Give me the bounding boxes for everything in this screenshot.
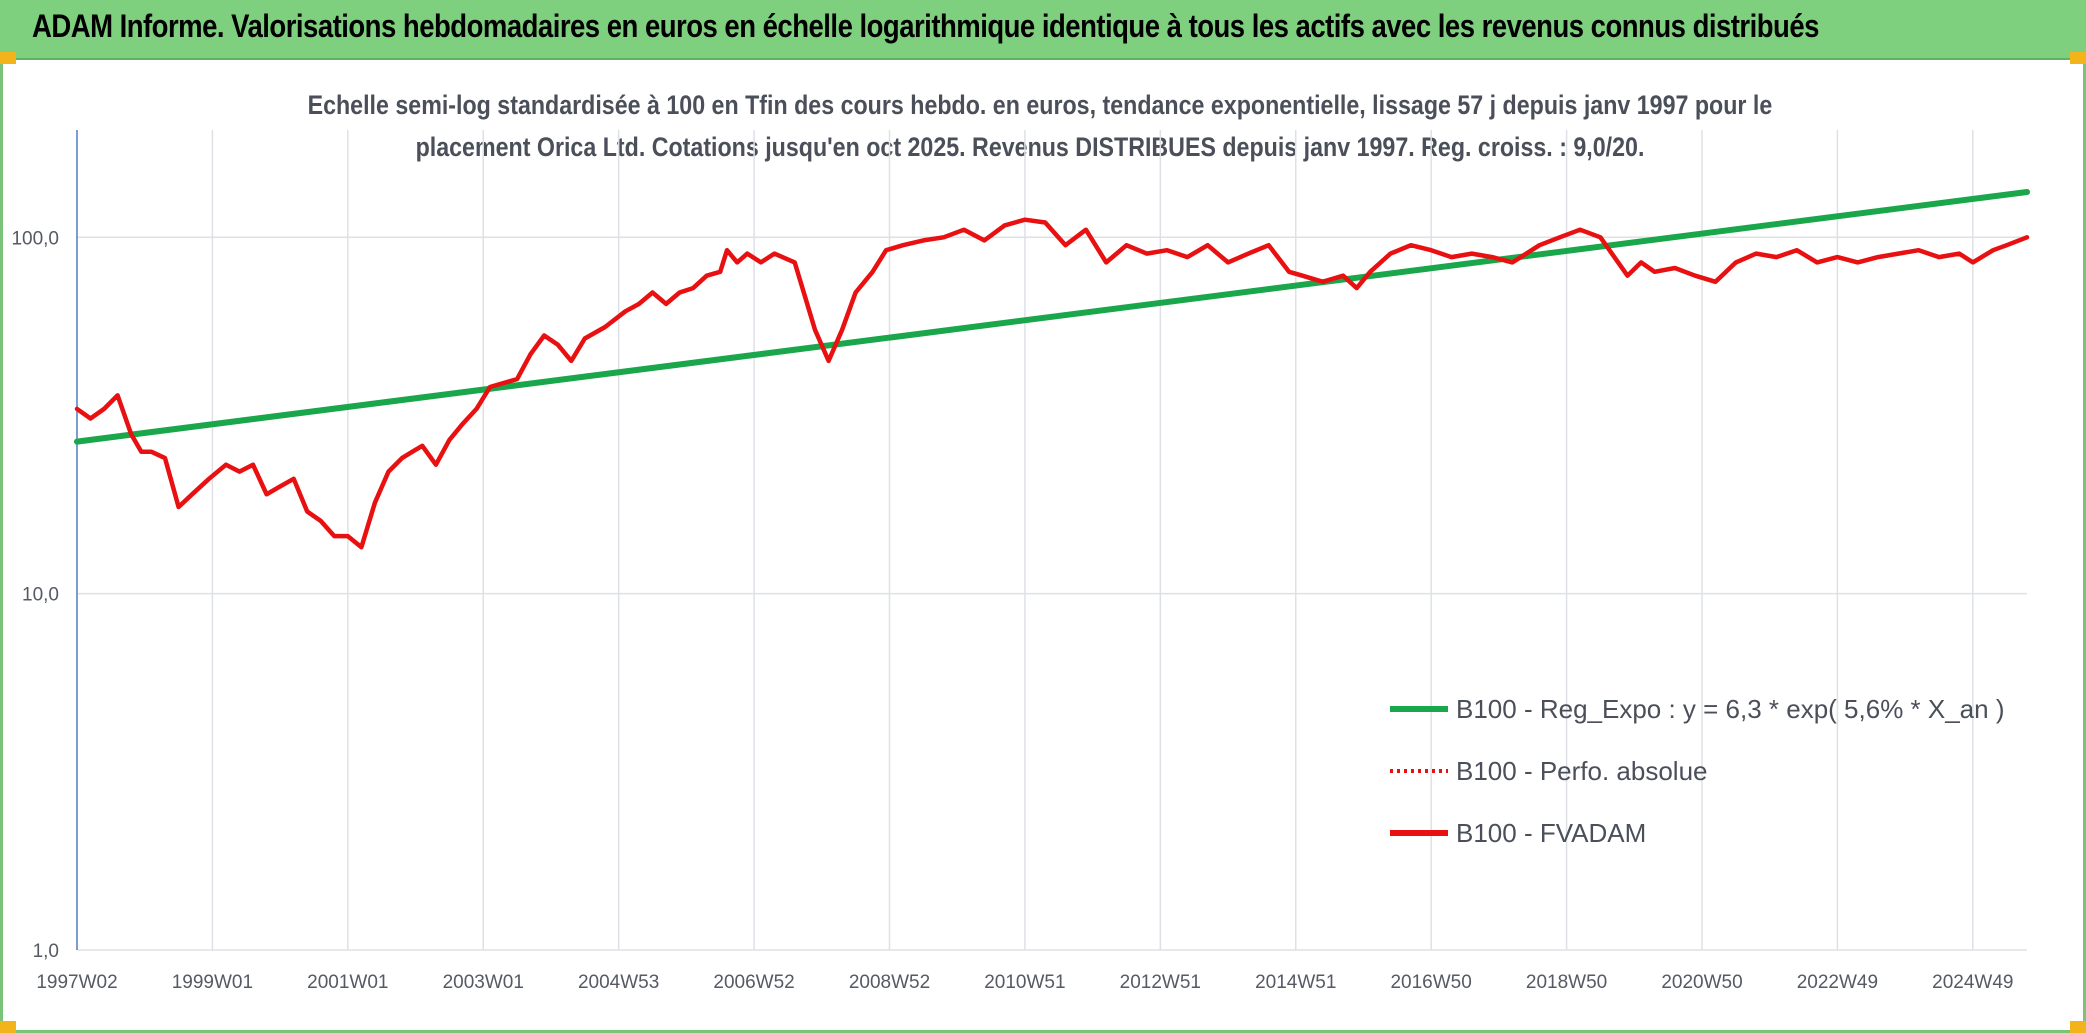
x-tick-label: 2022W49 xyxy=(1797,972,1878,993)
regression-trend-line xyxy=(74,189,2030,445)
y-tick-label: 10,0 xyxy=(22,585,59,606)
x-tick-label: 2024W49 xyxy=(1932,972,2013,993)
y-tick-label: 100,0 xyxy=(11,228,59,249)
corner-marker xyxy=(0,1021,16,1033)
x-tick-label: 2018W50 xyxy=(1526,972,1607,993)
x-tick-label: 2006W52 xyxy=(713,972,794,993)
x-tick-label: 2008W52 xyxy=(849,972,930,993)
x-tick-label: 2001W01 xyxy=(307,972,388,993)
x-tick-label: 1997W02 xyxy=(36,972,117,993)
x-tick-label: 2014W51 xyxy=(1255,972,1336,993)
legend-entry: B100 - Perfo. absolue xyxy=(1456,756,1708,786)
y-tick-label: 1,0 xyxy=(33,941,59,962)
report-banner: ADAM Informe. Valorisations hebdomadaire… xyxy=(0,0,2086,60)
corner-marker xyxy=(2070,1021,2086,1033)
x-tick-label: 2016W50 xyxy=(1390,972,1471,993)
x-tick-label: 2004W53 xyxy=(578,972,659,993)
chart-title-line-1: Echelle semi-log standardisée à 100 en T… xyxy=(307,90,1773,120)
chart-title-line-2: placement Orica Ltd. Cotations jusqu'en … xyxy=(415,132,1645,162)
corner-marker xyxy=(2070,52,2086,64)
x-tick-label: 2020W50 xyxy=(1661,972,1742,993)
legend-entry: B100 - Reg_Expo : y = 6,3 * exp( 5,6% * … xyxy=(1456,694,2005,724)
x-tick-label: 2003W01 xyxy=(443,972,524,993)
x-tick-label: 1999W01 xyxy=(172,972,253,993)
corner-marker xyxy=(0,52,16,64)
x-tick-label: 2010W51 xyxy=(984,972,1065,993)
fvadam-series-line xyxy=(74,217,2030,550)
legend-entry: B100 - FVADAM xyxy=(1456,818,1646,848)
report-title: ADAM Informe. Valorisations hebdomadaire… xyxy=(32,8,1819,44)
x-tick-label: 2012W51 xyxy=(1120,972,1201,993)
